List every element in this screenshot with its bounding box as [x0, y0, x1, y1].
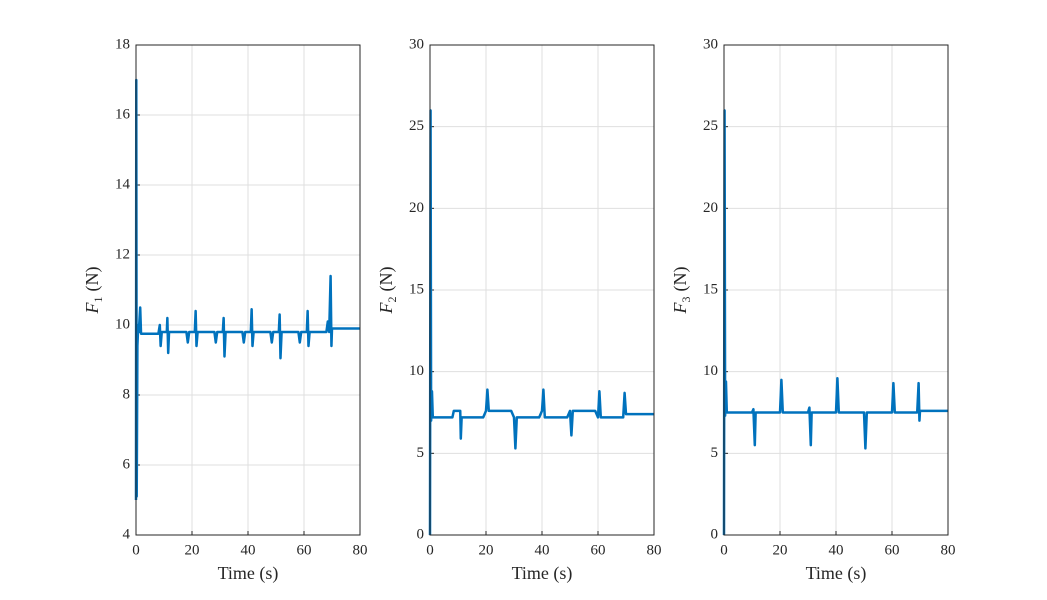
y-label-unit: (N) [376, 267, 397, 292]
x-tick-label: 20 [773, 542, 788, 558]
subplot: 0 5 10 15 20 25 30 0 20 40 60 80 Time (s) F2 (N) [376, 36, 661, 584]
x-tick-label: 40 [535, 542, 550, 558]
x-tick-label: 40 [829, 542, 844, 558]
x-axis-label: Time (s) [512, 563, 573, 584]
x-tick-label: 0 [132, 542, 140, 558]
data-line [134, 78, 360, 501]
x-axis-label: Time (s) [218, 563, 279, 584]
y-tick-label: 10 [409, 363, 424, 379]
y-tick-label: 12 [115, 246, 130, 262]
y-label-symbol: F [670, 302, 690, 315]
subplot: 4 6 8 10 12 14 16 18 0 20 40 60 80 Time (s) F1 (N) [82, 36, 367, 584]
y-axis-label: F3 (N) [670, 267, 693, 315]
axes-box [723, 44, 949, 536]
y-tick-label: 8 [123, 386, 131, 402]
y-label-subscript: 2 [385, 297, 399, 303]
y-label-symbol: F [376, 302, 396, 315]
x-tick-label: 60 [591, 542, 606, 558]
y-tick-label: 20 [703, 200, 718, 216]
y-label-unit: (N) [82, 267, 103, 292]
y-label-unit: (N) [670, 267, 691, 292]
y-tick-label: 5 [417, 445, 425, 461]
y-tick-label: 20 [409, 200, 424, 216]
data-line [428, 109, 654, 536]
subplot: 0 5 10 15 20 25 30 0 20 40 60 80 Time (s) F3 (N) [670, 36, 955, 584]
axes-box [135, 44, 361, 536]
y-tick-label: 6 [123, 456, 131, 472]
x-tick-label: 40 [241, 542, 256, 558]
x-tick-label: 0 [720, 542, 728, 558]
y-tick-label: 18 [115, 36, 130, 52]
y-tick-label: 25 [703, 118, 718, 134]
data-line [722, 109, 948, 536]
x-axis-label: Time (s) [806, 563, 867, 584]
x-tick-label: 80 [647, 542, 662, 558]
axes-box [429, 44, 655, 536]
x-tick-label: 60 [297, 542, 312, 558]
y-label-symbol: F [82, 302, 102, 315]
y-label-subscript: 1 [91, 297, 105, 303]
y-tick-label: 0 [417, 526, 425, 542]
y-tick-label: 15 [703, 281, 718, 297]
y-tick-label: 30 [703, 36, 718, 52]
y-tick-label: 14 [115, 176, 131, 192]
y-tick-label: 5 [711, 445, 719, 461]
y-label-subscript: 3 [679, 297, 693, 303]
y-tick-label: 10 [115, 316, 130, 332]
x-tick-label: 0 [426, 542, 434, 558]
y-tick-label: 10 [703, 363, 718, 379]
x-tick-label: 80 [353, 542, 368, 558]
x-tick-label: 20 [185, 542, 200, 558]
y-axis-label: F1 (N) [82, 267, 105, 315]
y-tick-label: 4 [123, 526, 131, 542]
y-tick-label: 15 [409, 281, 424, 297]
x-tick-label: 20 [479, 542, 494, 558]
y-tick-label: 0 [711, 526, 719, 542]
x-tick-label: 80 [941, 542, 956, 558]
y-tick-label: 25 [409, 118, 424, 134]
x-tick-label: 60 [885, 542, 900, 558]
y-tick-label: 30 [409, 36, 424, 52]
y-tick-label: 16 [115, 106, 131, 122]
y-axis-label: F2 (N) [376, 267, 399, 315]
